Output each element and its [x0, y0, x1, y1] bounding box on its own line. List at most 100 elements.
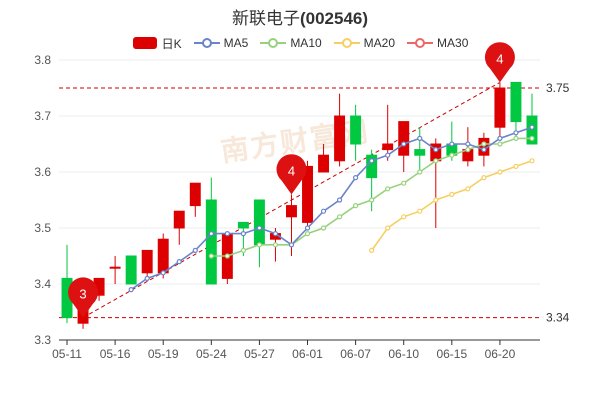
- legend-label: MA20: [363, 36, 396, 50]
- x-tick-label: 05-27: [244, 347, 275, 361]
- legend-label: MA10: [290, 36, 322, 50]
- candle-body: [173, 210, 185, 229]
- stock-name: 新联电子: [231, 9, 300, 28]
- ma10-point: [304, 231, 311, 237]
- ma10-point: [385, 186, 391, 192]
- ma5-point: [385, 152, 391, 158]
- ma20-point: [513, 163, 519, 169]
- legend-item-ma10[interactable]: MA10: [260, 34, 322, 52]
- y-tick-label: 3.5: [34, 221, 51, 235]
- x-tick-label: 06-01: [292, 347, 323, 361]
- ma5-point: [529, 124, 535, 130]
- ma10-point: [224, 253, 230, 259]
- ma20-point: [449, 191, 455, 197]
- legend-item-ma20[interactable]: MA20: [333, 34, 396, 52]
- ma20-point: [417, 208, 423, 214]
- ma5-point: [272, 231, 279, 237]
- legend: 日K MA5 MA10 MA20 MA30: [0, 34, 600, 52]
- ma5-point: [417, 135, 423, 141]
- ma5-point: [256, 225, 263, 231]
- ma20-point: [465, 186, 471, 192]
- ma20-point: [529, 158, 535, 164]
- candle-body: [382, 143, 394, 151]
- ma20-point: [497, 169, 503, 175]
- x-tick-label: 06-07: [340, 347, 371, 361]
- ma10-point: [401, 180, 407, 186]
- ma10-point: [481, 141, 487, 147]
- ma5-point: [224, 231, 230, 237]
- legend-label: MA30: [437, 36, 469, 50]
- ma5-point: [336, 197, 343, 203]
- ma10-point: [433, 158, 439, 164]
- candle-body: [157, 238, 169, 274]
- marker-pin: [484, 42, 515, 83]
- ma10-point: [320, 225, 327, 231]
- ma5-point: [192, 247, 198, 253]
- ma5-point: [144, 275, 150, 281]
- ma10-point: [449, 152, 455, 158]
- ma10-point: [272, 242, 279, 248]
- ma5-point: [513, 130, 519, 136]
- ma5-point: [465, 141, 471, 147]
- ma5-point: [353, 175, 359, 181]
- ma5-point: [240, 231, 246, 237]
- y-tick-label: 3.7: [34, 109, 51, 123]
- ma5-point: [176, 259, 182, 265]
- legend-label: 日K: [161, 36, 182, 51]
- candle-body: [302, 165, 313, 223]
- y-tick-label: 3.8: [34, 53, 51, 67]
- ma20-point: [385, 225, 391, 231]
- legend-item-ma5[interactable]: MA5: [193, 34, 249, 52]
- ma5-point: [288, 242, 295, 248]
- reference-label: 3.34: [546, 311, 570, 325]
- ma10-point: [256, 242, 263, 248]
- candle-body: [398, 121, 410, 156]
- candle-body: [125, 255, 137, 285]
- ma10-point: [513, 135, 519, 141]
- legend-line-icon: [333, 38, 360, 48]
- ma10-point: [336, 214, 343, 220]
- ma5-point: [401, 141, 407, 147]
- candle-body: [286, 205, 297, 218]
- x-tick-label: 06-15: [436, 347, 467, 361]
- legend-item-ma30[interactable]: MA30: [407, 34, 468, 52]
- ma5-point: [497, 135, 503, 141]
- candle-body: [253, 199, 265, 246]
- ma20-point: [369, 247, 375, 253]
- legend-line-icon: [193, 38, 220, 48]
- ma20-point: [481, 175, 487, 181]
- ma20-point: [433, 197, 439, 203]
- candle-body: [189, 182, 201, 207]
- x-tick-label: 05-19: [148, 347, 179, 361]
- legend-line-icon: [260, 38, 287, 48]
- x-tick-label: 05-11: [52, 347, 82, 361]
- ma10-point: [369, 197, 375, 203]
- ma10-point: [208, 253, 214, 259]
- reference-label: 3.75: [546, 81, 570, 95]
- x-tick-label: 05-16: [100, 347, 131, 361]
- candle-body: [318, 154, 330, 173]
- ma10-point: [529, 135, 535, 141]
- ma20-line: [370, 160, 533, 251]
- ma5-point: [128, 287, 134, 293]
- candle-body: [237, 221, 249, 229]
- y-tick-label: 3.3: [34, 333, 51, 347]
- x-tick-label: 05-24: [196, 347, 227, 361]
- ma5-point: [320, 208, 327, 214]
- marker-label: 4: [288, 163, 295, 178]
- legend-line-icon: [407, 38, 434, 48]
- ma5-point: [160, 270, 166, 276]
- y-tick-label: 3.4: [34, 277, 51, 291]
- ma5-point: [449, 141, 455, 147]
- legend-label: MA5: [223, 36, 249, 50]
- x-tick-label: 06-20: [485, 347, 516, 361]
- candle-body: [141, 249, 153, 274]
- x-tick-label: 06-10: [388, 347, 419, 361]
- legend-item-daily-k[interactable]: 日K: [132, 34, 182, 52]
- candle-body: [526, 115, 538, 145]
- candle-body: [510, 81, 522, 123]
- ma10-point: [240, 247, 246, 253]
- marker-pin: [276, 154, 307, 195]
- marker-label: 3: [79, 287, 86, 302]
